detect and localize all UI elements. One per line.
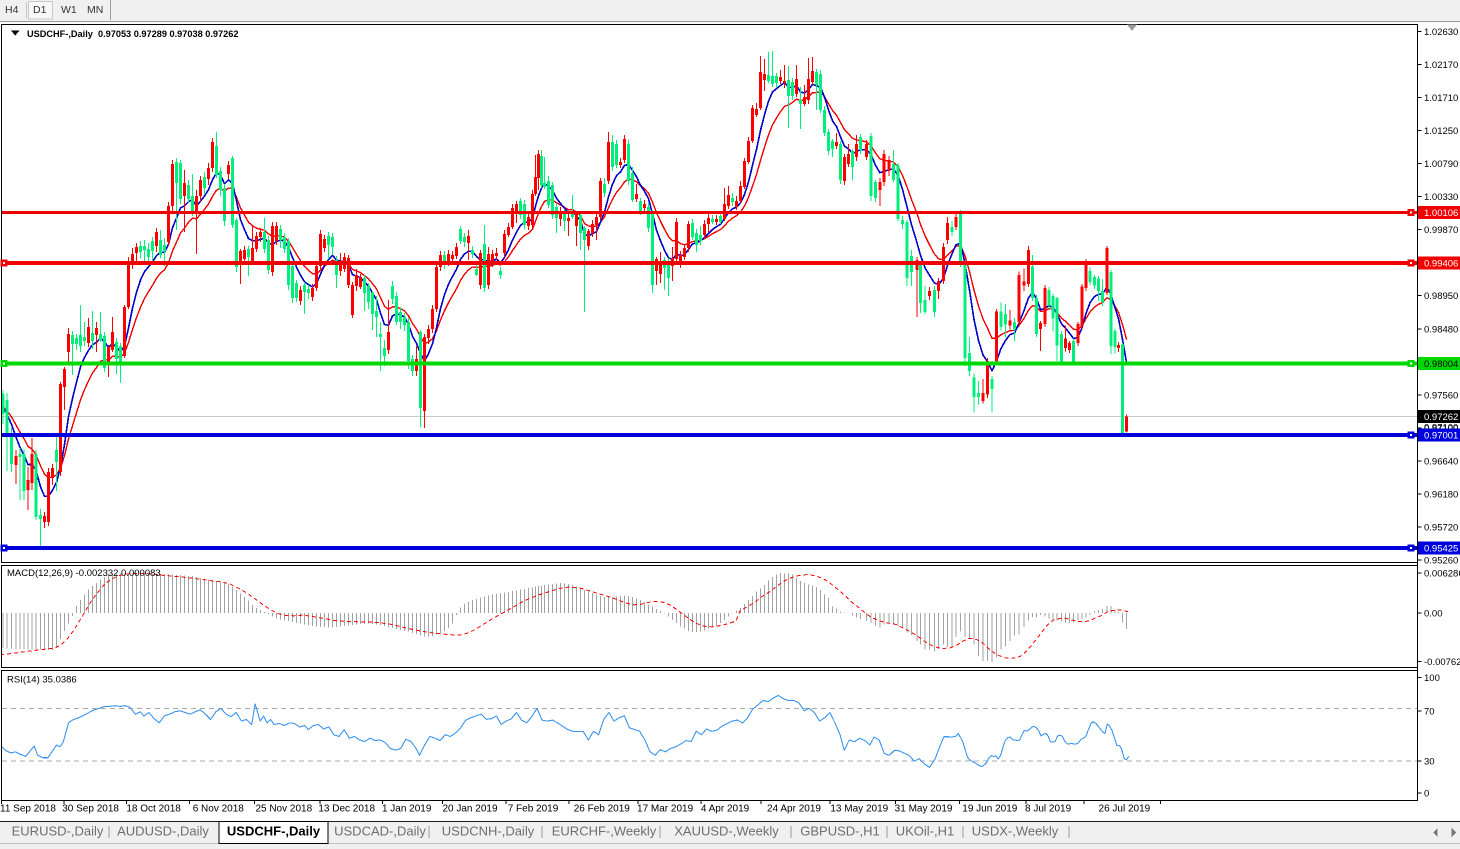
svg-text:0.97560: 0.97560 <box>1424 391 1458 402</box>
svg-text:GBPUSD-,H1: GBPUSD-,H1 <box>800 824 879 839</box>
svg-text:17 Mar 2019: 17 Mar 2019 <box>637 804 694 815</box>
svg-text:20 Jan 2019: 20 Jan 2019 <box>442 804 497 815</box>
svg-text:XAUUSD-,Weekly: XAUUSD-,Weekly <box>674 824 779 839</box>
svg-text:0.00: 0.00 <box>1424 608 1443 619</box>
svg-text:EURUSD-,Daily: EURUSD-,Daily <box>12 824 104 839</box>
svg-text:11 Sep 2018: 11 Sep 2018 <box>0 804 56 815</box>
svg-text:70: 70 <box>1424 706 1435 717</box>
svg-text:1.00330: 1.00330 <box>1424 192 1458 203</box>
svg-text:31 May 2019: 31 May 2019 <box>895 804 953 815</box>
svg-text:0: 0 <box>1424 788 1429 799</box>
svg-text:26 Feb 2019: 26 Feb 2019 <box>574 804 631 815</box>
svg-text:8 Jul 2019: 8 Jul 2019 <box>1025 804 1072 815</box>
svg-text:100: 100 <box>1424 673 1440 684</box>
svg-text:1.00790: 1.00790 <box>1424 159 1458 170</box>
svg-text:USDCNH-,Daily: USDCNH-,Daily <box>442 824 535 839</box>
svg-text:0.99406: 0.99406 <box>1424 258 1458 269</box>
svg-text:1 Jan 2019: 1 Jan 2019 <box>382 804 432 815</box>
svg-text:13 May 2019: 13 May 2019 <box>830 804 888 815</box>
svg-text:H4: H4 <box>5 4 19 16</box>
svg-text:0.97262: 0.97262 <box>1424 412 1458 423</box>
svg-text:0.95425: 0.95425 <box>1424 544 1458 555</box>
svg-text:7 Feb 2019: 7 Feb 2019 <box>508 804 559 815</box>
svg-text:30 Sep 2018: 30 Sep 2018 <box>62 804 119 815</box>
svg-text:0.96640: 0.96640 <box>1424 457 1458 468</box>
svg-text:25 Nov 2018: 25 Nov 2018 <box>255 804 312 815</box>
svg-text:0.95720: 0.95720 <box>1424 523 1458 534</box>
svg-text:MACD(12,26,9) -0.002332 0.0000: MACD(12,26,9) -0.002332 0.000083 <box>7 568 161 579</box>
svg-text:0.98950: 0.98950 <box>1424 291 1458 302</box>
svg-text:USDCHF-,Daily: USDCHF-,Daily <box>227 824 321 839</box>
svg-text:D1: D1 <box>33 4 47 16</box>
svg-text:0.99870: 0.99870 <box>1424 225 1458 236</box>
svg-text:MN: MN <box>87 4 103 16</box>
svg-text:0.97100: 0.97100 <box>1424 423 1458 434</box>
svg-text:UKOil-,H1: UKOil-,H1 <box>896 824 955 839</box>
svg-text:0.98004: 0.98004 <box>1424 359 1458 370</box>
svg-text:RSI(14) 35.0386: RSI(14) 35.0386 <box>7 675 77 686</box>
svg-text:19 Jun 2019: 19 Jun 2019 <box>962 804 1017 815</box>
svg-text:W1: W1 <box>61 4 77 16</box>
svg-text:0.97001: 0.97001 <box>1424 431 1458 442</box>
svg-text:18 Oct 2018: 18 Oct 2018 <box>126 804 181 815</box>
svg-text:0.006286: 0.006286 <box>1424 569 1460 580</box>
svg-text:EURCHF-,Weekly: EURCHF-,Weekly <box>552 824 657 839</box>
svg-text:24 Apr 2019: 24 Apr 2019 <box>767 804 821 815</box>
svg-text:USDCAD-,Daily: USDCAD-,Daily <box>334 824 426 839</box>
svg-text:0.96180: 0.96180 <box>1424 490 1458 501</box>
svg-text:1.00106: 1.00106 <box>1424 208 1458 219</box>
svg-text:26 Jul 2019: 26 Jul 2019 <box>1099 804 1151 815</box>
svg-text:0.98480: 0.98480 <box>1424 325 1458 336</box>
svg-text:1.02170: 1.02170 <box>1424 60 1458 71</box>
svg-text:1.02630: 1.02630 <box>1424 27 1458 38</box>
svg-text:4 Apr 2019: 4 Apr 2019 <box>701 804 750 815</box>
svg-text:AUDUSD-,Daily: AUDUSD-,Daily <box>117 824 209 839</box>
svg-text:USDX-,Weekly: USDX-,Weekly <box>972 824 1059 839</box>
svg-text:0.95260: 0.95260 <box>1424 556 1458 567</box>
svg-text:6 Nov 2018: 6 Nov 2018 <box>193 804 245 815</box>
svg-text:1.01710: 1.01710 <box>1424 93 1458 104</box>
svg-text:30: 30 <box>1424 757 1435 768</box>
svg-text:USDCHF-,Daily 0.97053 0.97289: USDCHF-,Daily 0.97053 0.97289 0.97038 0.… <box>27 29 238 39</box>
svg-text:-0.00762: -0.00762 <box>1424 657 1460 668</box>
svg-text:1.01250: 1.01250 <box>1424 126 1458 137</box>
svg-text:13 Dec 2018: 13 Dec 2018 <box>318 804 375 815</box>
